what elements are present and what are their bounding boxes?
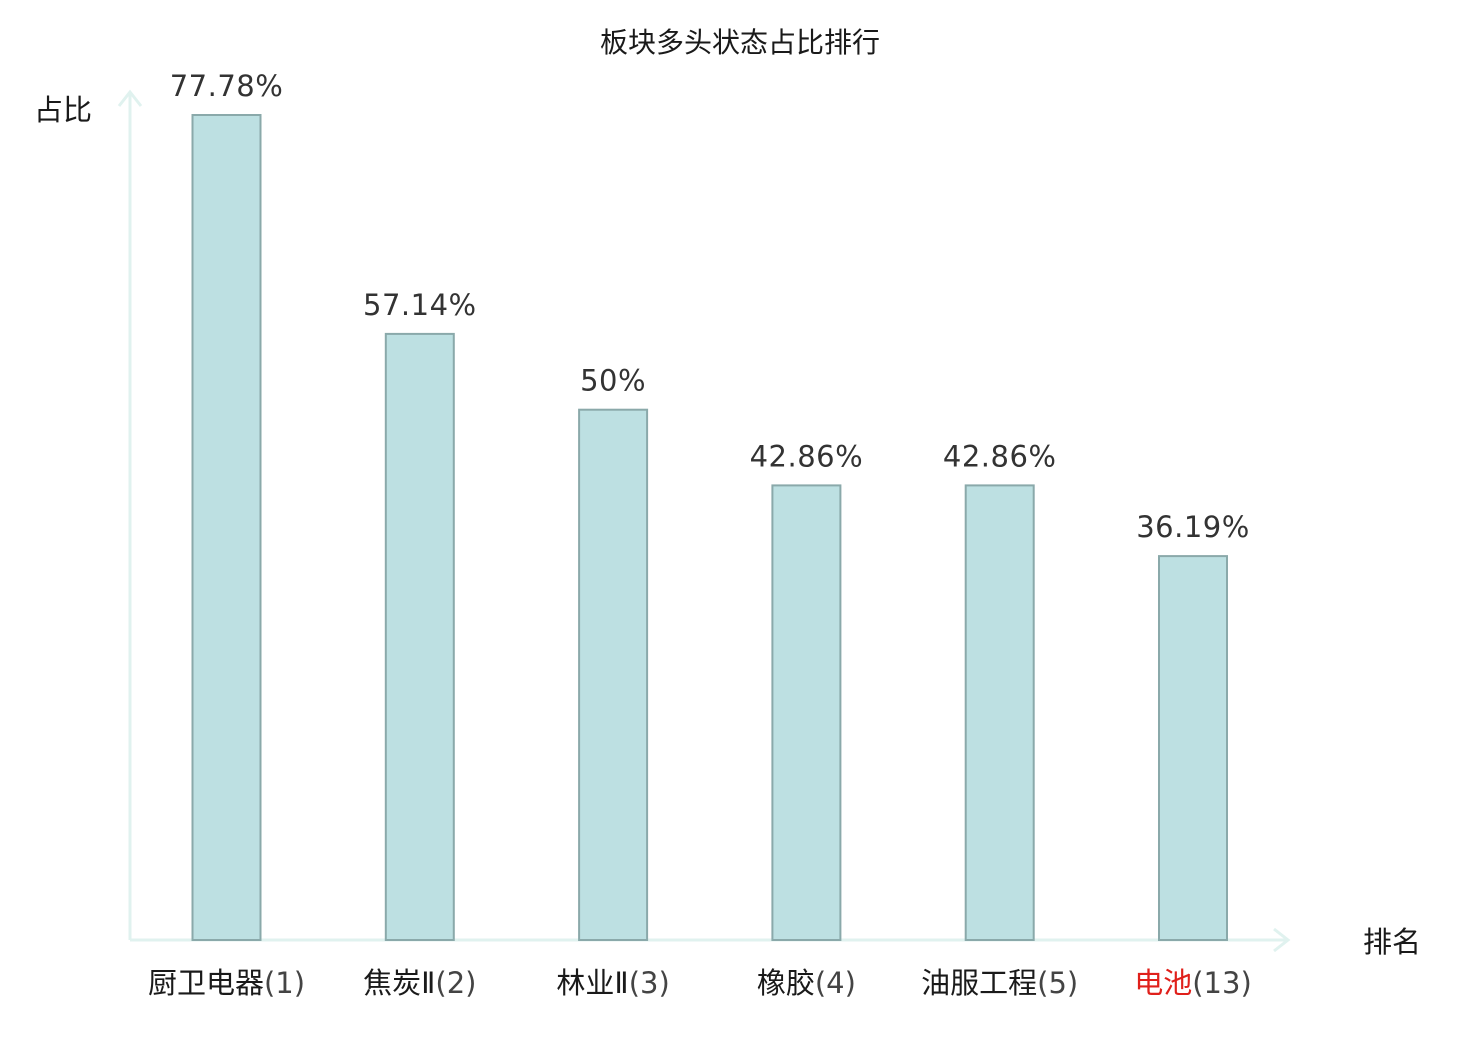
category-name: 电池 bbox=[1134, 966, 1192, 1000]
category-rank: (5) bbox=[1037, 966, 1078, 1000]
x-axis-arrow bbox=[1273, 927, 1291, 953]
bar-6 bbox=[1158, 555, 1228, 941]
chart-title: 板块多头状态占比排行 bbox=[600, 26, 880, 59]
category-label-4: 橡胶(4) bbox=[757, 966, 856, 1000]
value-label-group: 77.78% 57.14% 50% 42.86% 42.86% 36.19% bbox=[170, 69, 1250, 544]
category-name: 油服工程 bbox=[921, 966, 1037, 1000]
category-label-1: 厨卫电器(1) bbox=[148, 966, 305, 1000]
x-axis-title: 排名 bbox=[1363, 925, 1421, 959]
y-axis-title: 占比 bbox=[34, 93, 92, 127]
bar-2 bbox=[384, 332, 455, 941]
bar-3 bbox=[578, 408, 649, 941]
category-name: 橡胶 bbox=[757, 966, 815, 1000]
category-rank: (13) bbox=[1192, 966, 1252, 1000]
category-name: 林业Ⅱ bbox=[556, 966, 628, 1000]
category-label-group: 厨卫电器(1) 焦炭Ⅱ(2) 林业Ⅱ(3) 橡胶(4) 油服工程(5) 电池(13) bbox=[148, 966, 1252, 1000]
category-name: 厨卫电器 bbox=[148, 966, 264, 1000]
value-label-3: 50% bbox=[580, 364, 646, 398]
category-rank: (3) bbox=[629, 966, 670, 1000]
category-rank: (2) bbox=[435, 966, 476, 1000]
bar-4 bbox=[771, 484, 842, 941]
bar-group bbox=[191, 114, 1228, 941]
value-label-2: 57.14% bbox=[363, 288, 477, 322]
bar-5 bbox=[964, 484, 1035, 941]
category-rank: (1) bbox=[264, 966, 305, 1000]
category-label-2: 焦炭Ⅱ(2) bbox=[363, 966, 476, 1000]
value-label-5: 42.86% bbox=[943, 439, 1057, 473]
bar-1 bbox=[191, 114, 262, 941]
value-label-1: 77.78% bbox=[170, 69, 284, 103]
y-axis-arrow bbox=[117, 89, 143, 107]
category-label-5: 油服工程(5) bbox=[921, 966, 1078, 1000]
value-label-6: 36.19% bbox=[1136, 510, 1250, 544]
value-label-4: 42.86% bbox=[750, 439, 864, 473]
category-rank: (4) bbox=[815, 966, 856, 1000]
category-label-3: 林业Ⅱ(3) bbox=[556, 966, 669, 1000]
category-label-6: 电池(13) bbox=[1134, 966, 1252, 1000]
category-name: 焦炭Ⅱ bbox=[363, 966, 435, 1000]
